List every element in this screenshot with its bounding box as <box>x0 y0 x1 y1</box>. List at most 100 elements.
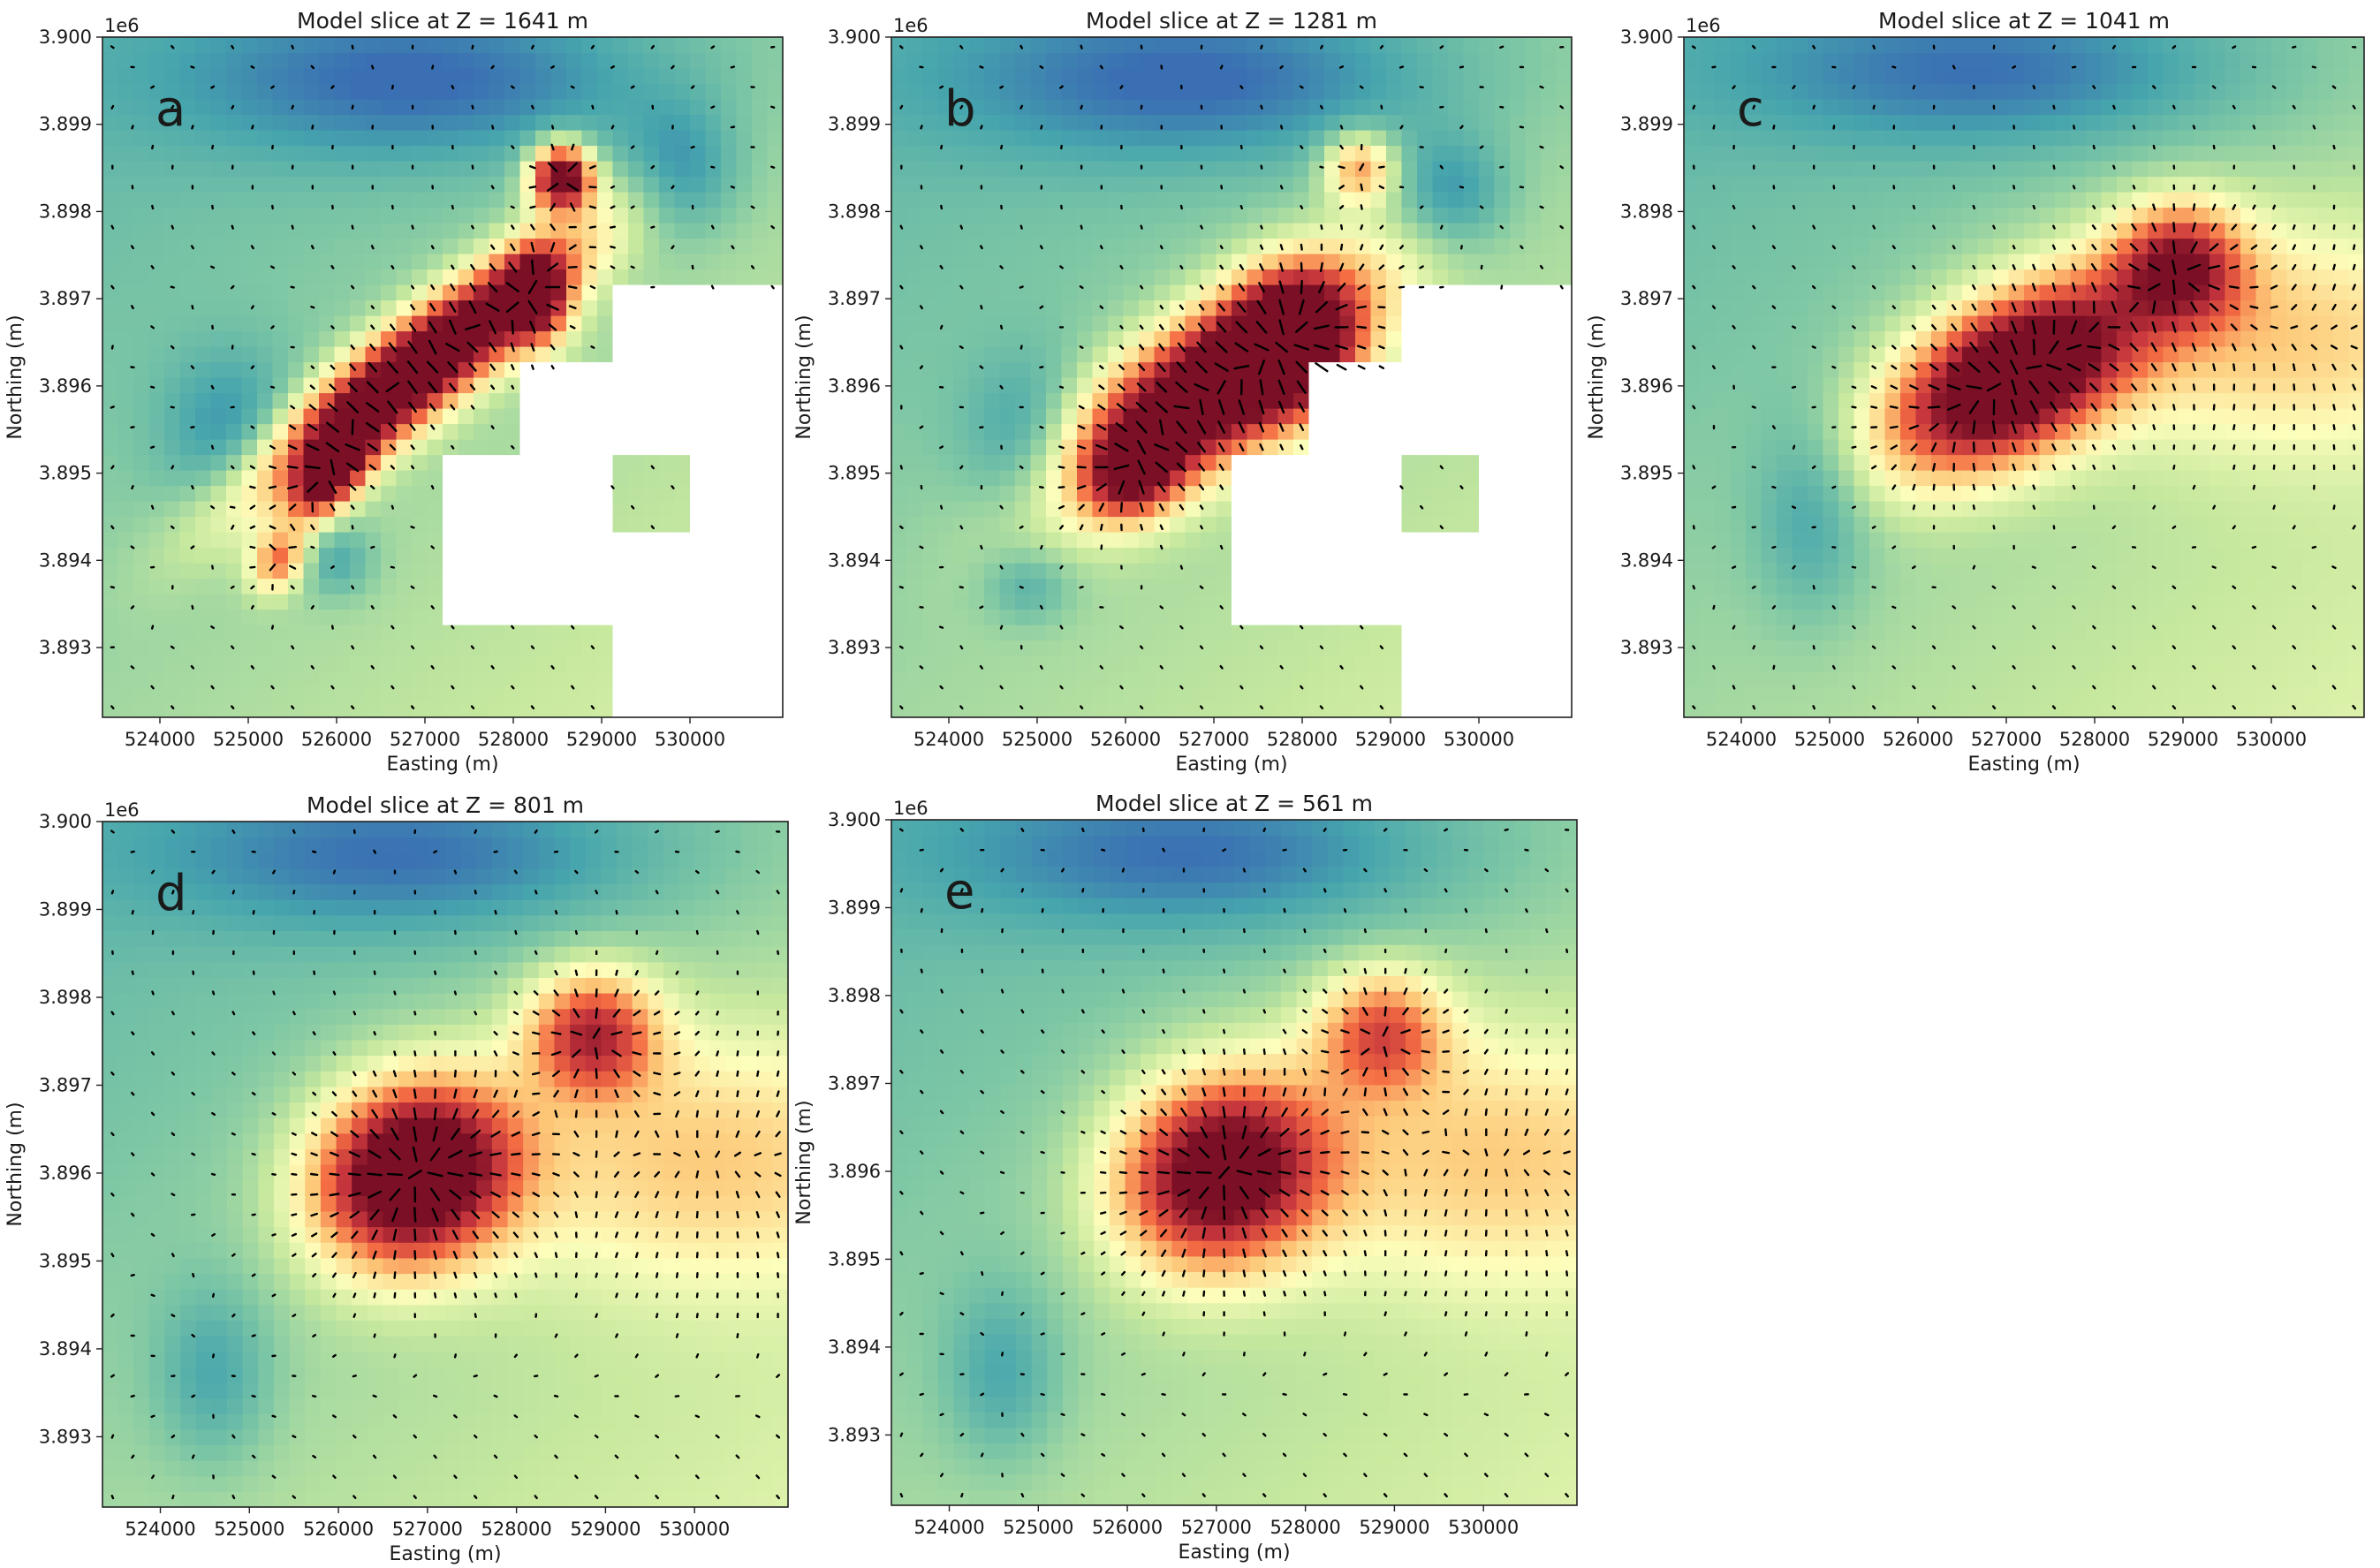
vector-arrow <box>919 545 924 549</box>
vector-arrow <box>1379 45 1384 49</box>
heatmap-cell <box>164 516 181 533</box>
heatmap-cell <box>1715 269 1732 285</box>
y-tick-label: 3.894 <box>828 549 881 571</box>
heatmap-cell <box>1030 207 1047 223</box>
vector-arrow <box>231 705 235 709</box>
heatmap-cell <box>999 625 1016 641</box>
heatmap-cell <box>721 392 738 409</box>
heatmap-cell <box>519 670 536 687</box>
heatmap-cell <box>148 377 165 394</box>
heatmap-cell <box>1308 299 1325 316</box>
heatmap-cell <box>535 392 552 409</box>
vector-arrow <box>288 545 297 549</box>
heatmap-cell <box>195 284 212 301</box>
heatmap-cell <box>1293 563 1310 579</box>
heatmap-cell <box>117 547 134 564</box>
vectors-a <box>110 44 776 710</box>
heatmap-cell <box>891 670 908 687</box>
heatmap-cell <box>164 563 181 579</box>
heatmap-cell <box>1746 68 1762 85</box>
heatmap-cell <box>412 392 428 409</box>
heatmap-cell <box>612 701 629 717</box>
heatmap-cell <box>736 176 753 193</box>
vector-arrow <box>310 64 315 70</box>
heatmap-cell <box>210 501 227 518</box>
heatmap-cell <box>1015 361 1032 378</box>
heatmap-cell <box>1201 563 1217 579</box>
heatmap-cell <box>226 470 243 487</box>
heatmap-cell <box>1092 485 1109 502</box>
heatmap-cell <box>1077 68 1094 85</box>
vector-arrow <box>1079 524 1084 531</box>
heatmap-cell <box>1730 439 1747 456</box>
heatmap-cell <box>396 83 413 100</box>
x-tick-label: 530000 <box>655 729 725 750</box>
heatmap-cell <box>752 625 769 641</box>
heatmap-cell <box>1077 176 1094 193</box>
heatmap-cell <box>1699 686 1716 703</box>
heatmap-cell <box>612 485 629 502</box>
heatmap-cell <box>1293 423 1310 440</box>
heatmap-cell <box>1699 238 1716 254</box>
heatmap-cell <box>1324 299 1341 316</box>
heatmap-cell <box>148 485 165 502</box>
vector-arrow <box>1296 380 1307 394</box>
vector-arrow <box>249 465 255 470</box>
heatmap-cell <box>628 470 645 487</box>
heatmap-cell <box>148 130 165 147</box>
heatmap-cell <box>365 578 382 595</box>
heatmap-cell <box>427 625 443 641</box>
heatmap-cell <box>721 223 738 239</box>
heatmap-cell <box>195 346 212 363</box>
heatmap-cell <box>984 176 1001 193</box>
heatmap-cell <box>1046 686 1063 703</box>
heatmap-cell <box>612 52 629 69</box>
heatmap-cell <box>1046 130 1063 147</box>
panel-title: Model slice at Z = 1641 m <box>297 8 588 34</box>
heatmap-cell <box>674 485 691 502</box>
vector-arrow <box>770 165 776 169</box>
heatmap-cell <box>1339 52 1356 69</box>
heatmap-cell <box>474 238 490 254</box>
heatmap-cell <box>210 655 227 672</box>
heatmap-cell <box>736 470 753 487</box>
heatmap-cell <box>968 315 985 332</box>
heatmap-cell <box>1262 114 1279 131</box>
vector-arrow <box>330 503 336 511</box>
heatmap-cell <box>133 439 150 456</box>
heatmap-cell <box>396 299 413 316</box>
vector-arrow <box>170 285 175 289</box>
heatmap-cell <box>1730 701 1747 717</box>
heatmap-cell <box>1154 145 1171 162</box>
vector-arrow <box>1299 423 1305 431</box>
heatmap-cell <box>906 547 923 564</box>
heatmap-cell <box>550 145 567 162</box>
heatmap-cell <box>674 254 691 270</box>
heatmap-cell <box>319 330 336 347</box>
heatmap-cell <box>1417 284 1434 301</box>
heatmap-cell <box>396 315 413 332</box>
heatmap-cell <box>1185 346 1201 363</box>
heatmap-cell <box>179 176 196 193</box>
heatmap-cell <box>102 269 119 285</box>
heatmap-cell <box>272 670 289 687</box>
heatmap-cell <box>226 547 243 564</box>
heatmap-cell <box>226 516 243 533</box>
heatmap-cell <box>1216 501 1232 518</box>
heatmap-cell <box>133 207 150 223</box>
vector-arrow <box>1338 65 1345 69</box>
heatmap-cell <box>179 315 196 332</box>
heatmap-cell <box>1525 392 1542 409</box>
heatmap-cell <box>612 547 629 564</box>
heatmap-cell <box>1730 609 1747 625</box>
heatmap-cell <box>736 284 753 301</box>
vector-arrow <box>1019 345 1023 350</box>
heatmap-cell <box>752 392 769 409</box>
heatmap-cell <box>1015 640 1032 656</box>
heatmap-a <box>102 37 783 717</box>
heatmap-cell <box>1730 238 1747 254</box>
heatmap-cell <box>535 563 552 579</box>
heatmap-cell <box>1463 655 1480 672</box>
heatmap-cell <box>1077 377 1094 394</box>
heatmap-cell <box>396 99 413 116</box>
